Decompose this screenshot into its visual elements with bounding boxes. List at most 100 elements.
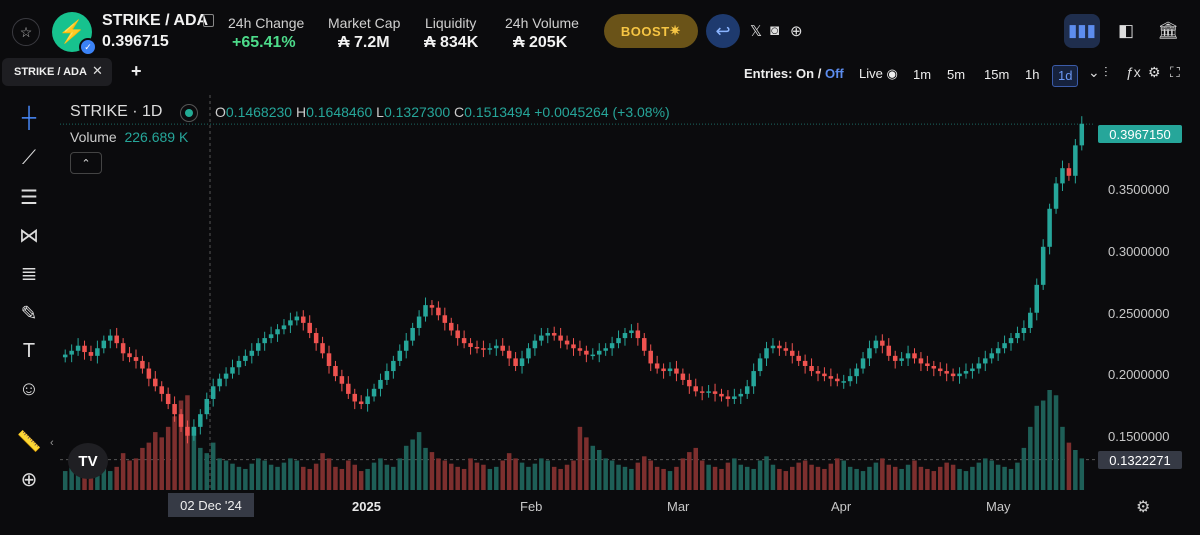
volume-bar	[931, 471, 937, 490]
volume-bar	[983, 458, 988, 490]
collapse-legend-button[interactable]: ⌃	[70, 152, 102, 174]
discord-icon[interactable]: ◙	[770, 22, 780, 39]
volume-bar	[912, 460, 917, 490]
text-tool-icon[interactable]: T	[22, 339, 36, 362]
candle-body	[654, 363, 660, 369]
volume-bar	[950, 464, 956, 490]
measure-lines-icon[interactable]: ≣	[20, 262, 38, 285]
brush-icon[interactable]: ✎	[20, 302, 38, 325]
pattern-icon[interactable]: ⋈	[19, 224, 39, 247]
volume-bar	[494, 466, 499, 490]
close-label: C	[454, 104, 465, 120]
volume-bar	[140, 447, 145, 490]
candle-body	[165, 393, 171, 405]
axis-settings-icon[interactable]: ⚙	[1136, 499, 1151, 516]
volume-bar	[609, 460, 615, 490]
function-icon[interactable]: ƒx	[1126, 64, 1141, 80]
tab-strike-ada[interactable]: STRIKE / ADA	[2, 58, 112, 86]
chevron-down-icon[interactable]: ⌄	[1088, 64, 1100, 80]
x-twitter-icon[interactable]: 𝕏	[750, 23, 763, 40]
timeframe-5m[interactable]: 5m	[947, 67, 966, 82]
boost-button[interactable]: BOOST ✷	[604, 14, 698, 48]
candle-body	[410, 327, 415, 341]
volume-bar	[1079, 458, 1085, 490]
volume-bar	[127, 460, 132, 490]
x-tick: Apr	[831, 499, 852, 514]
volume-bar	[1066, 442, 1072, 490]
current-price: 0.396715	[102, 33, 169, 50]
volume-value: 226.689 K	[124, 129, 189, 145]
candle-body	[378, 379, 383, 389]
candle-body	[365, 396, 370, 405]
candle-body	[873, 340, 879, 349]
bank-icon[interactable]: 🏛	[1157, 21, 1179, 40]
live-toggle[interactable]: Live ◉	[859, 66, 898, 82]
candle-body	[436, 307, 441, 316]
copy-icon[interactable]	[203, 14, 214, 27]
volume-bar	[178, 400, 184, 490]
volume-bar	[539, 458, 544, 490]
candle-body	[629, 330, 634, 334]
candle-body	[925, 363, 930, 366]
candle-body	[88, 352, 94, 356]
volume-bar	[82, 468, 87, 490]
volume-bar	[455, 466, 460, 490]
volume-bar	[532, 463, 538, 490]
candle-body	[519, 358, 525, 366]
chart-view-icon[interactable]: ▮▮▮	[1064, 14, 1100, 48]
volume-bar	[1028, 426, 1033, 490]
candle-body	[140, 360, 145, 369]
timeframe-1m[interactable]: 1m	[913, 67, 932, 82]
candle-body	[1066, 168, 1072, 176]
layout-panel-icon[interactable]: ◧	[1117, 21, 1135, 40]
favorite-star-icon[interactable]: ☆	[12, 18, 40, 46]
tab-close-icon[interactable]: ✕	[92, 63, 103, 78]
collapse-toolbar-icon[interactable]: ‹	[50, 437, 54, 449]
add-tab-icon[interactable]: +	[131, 61, 142, 81]
fullscreen-icon[interactable]: ⛶	[1170, 64, 1180, 80]
tradingview-logo[interactable]: TV	[68, 443, 108, 479]
volume-bar	[1047, 390, 1052, 490]
crosshair-icon[interactable]: ┼	[21, 106, 37, 129]
volume-bar	[326, 458, 332, 490]
entries-toggle[interactable]: Entries: On / Off	[744, 66, 844, 81]
volume-bar	[603, 458, 608, 490]
ruler-icon[interactable]: 📏	[16, 430, 42, 453]
zoom-in-icon[interactable]: ⊕	[20, 468, 38, 491]
volume-bar	[757, 460, 763, 490]
stat-value-market-cap: ₳ 7.2M	[338, 34, 390, 51]
volume-bar	[860, 471, 866, 490]
volume-bar	[346, 460, 351, 490]
timeframe-15m[interactable]: 15m	[984, 67, 1010, 82]
candle-body	[114, 335, 119, 344]
candle-body	[539, 335, 544, 341]
candle-body	[262, 338, 267, 344]
indicators-icon[interactable]: ⫶	[1104, 64, 1108, 80]
volume-bar	[1008, 468, 1014, 490]
candle-body	[506, 350, 512, 359]
timeframe-1d[interactable]: 1d	[1052, 65, 1079, 87]
candle-body	[764, 348, 769, 359]
price-chart[interactable]	[60, 95, 1095, 490]
entries-off[interactable]: Off	[824, 66, 844, 81]
volume-bar	[809, 464, 814, 490]
volume-bar	[925, 468, 930, 490]
candle-body	[487, 348, 493, 350]
share-back-button[interactable]: ↩	[706, 14, 740, 48]
candle-body	[699, 391, 705, 393]
open-label: O	[215, 104, 226, 120]
candle-body	[223, 373, 229, 379]
timeframe-1h[interactable]: 1h	[1025, 67, 1040, 82]
reply-arrow-icon: ↩	[715, 20, 731, 41]
candle-body	[281, 325, 287, 330]
fib-lines-icon[interactable]: ☰	[20, 186, 38, 209]
emoji-icon[interactable]: ☺	[18, 377, 40, 400]
volume-bar	[468, 458, 473, 490]
volume-bar	[275, 466, 280, 490]
gear-icon[interactable]: ⚙	[1148, 64, 1161, 80]
website-globe-icon[interactable]: ⊕	[790, 23, 803, 40]
entries-on[interactable]: On	[796, 66, 815, 81]
volume-bar	[693, 447, 698, 490]
trendline-icon[interactable]: ⟋	[22, 146, 36, 169]
candle-body	[860, 358, 866, 369]
